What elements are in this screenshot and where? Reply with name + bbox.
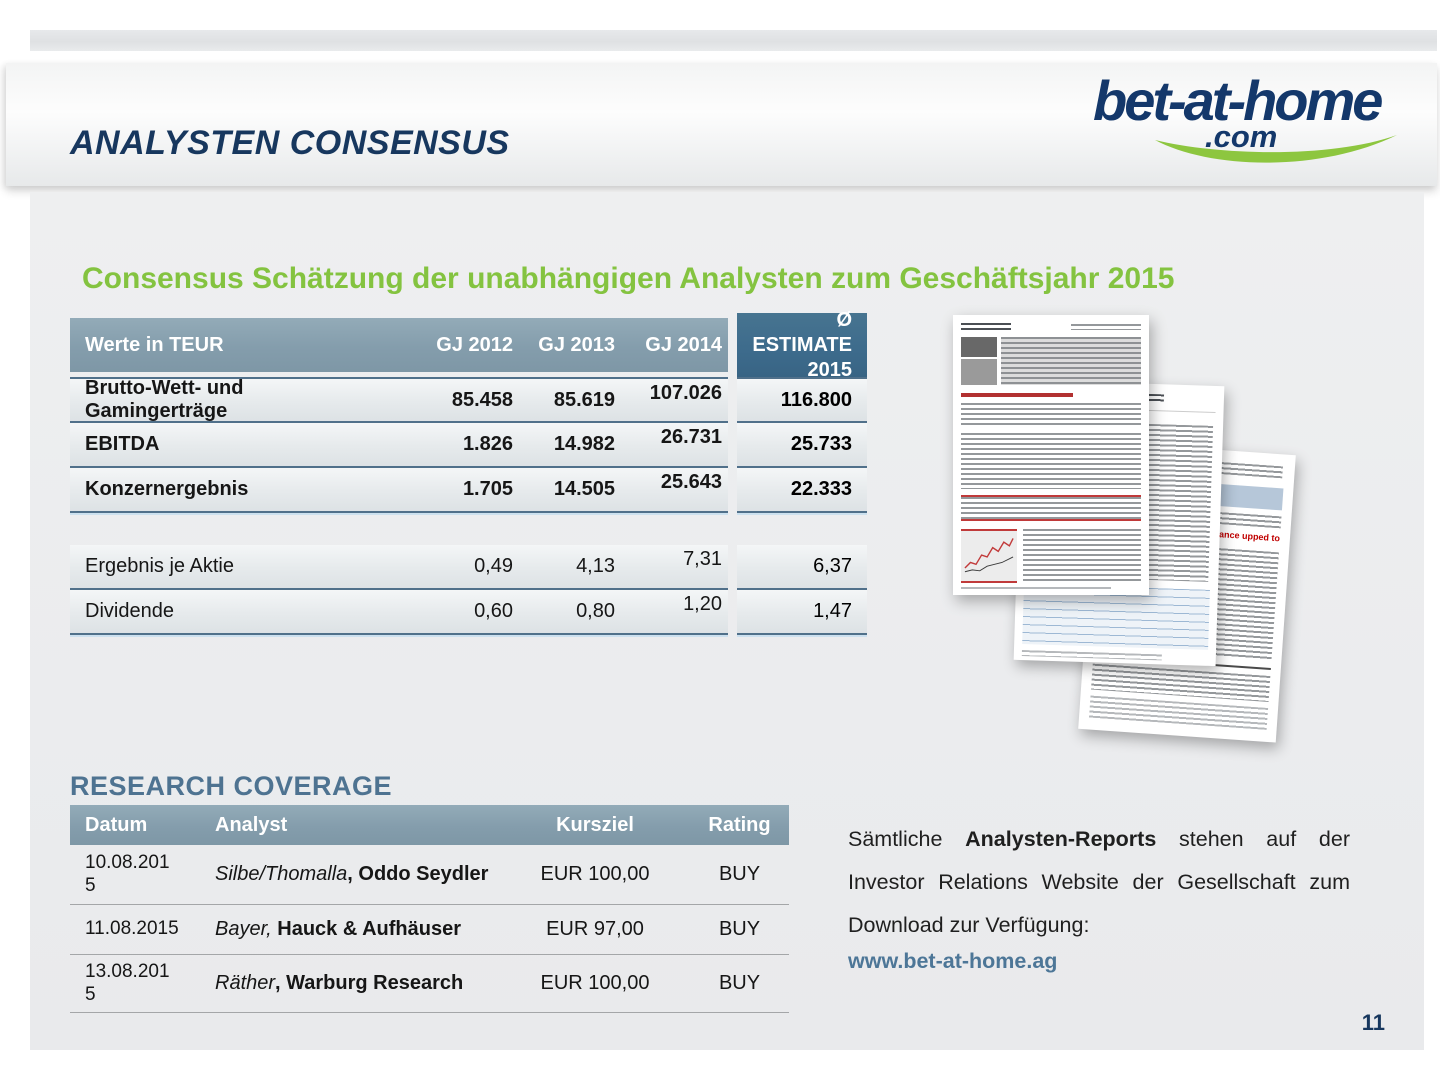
report-figures-table: [1023, 529, 1141, 583]
cell-kursziel: EUR 100,00: [540, 863, 650, 885]
cell-analyst: Bayer, Hauck & Aufhäuser: [215, 918, 462, 940]
report-red-heading: [961, 393, 1073, 397]
table-row: EBITDA 1.826 14.982 26.731 25.733: [70, 423, 867, 468]
cell-rating: BUY: [718, 918, 761, 940]
consensus-table: Werte in TEUR GJ 2012 GJ 2013 GJ 2014 Ø …: [70, 309, 867, 635]
cell-estimate: 22.333: [737, 468, 867, 513]
table-spacer-row: [70, 513, 867, 545]
cell-gj2014: 7,31: [683, 548, 722, 570]
cell-gj2013: 85.619: [553, 388, 615, 411]
logo-com-suffix: .com: [1205, 119, 1278, 154]
research-coverage-heading: RESEARCH COVERAGE: [70, 771, 393, 801]
cell-gj2013: 14.982: [553, 433, 615, 455]
report-thumbnail-front: [953, 315, 1149, 595]
report-rating-block: [961, 337, 997, 357]
table-row: Dividende 0,60 0,80 1,20 1,47: [70, 590, 867, 635]
report-title-lines: [961, 323, 1011, 331]
table-row: Konzernergebnis 1.705 14.505 25.643 22.3…: [70, 468, 867, 513]
cell-gj2014: 25.643: [660, 471, 722, 493]
row-label: Ergebnis je Aktie: [85, 555, 234, 577]
website-link[interactable]: www.bet-at-home.ag: [848, 949, 1058, 973]
consensus-heading: Consensus Schätzung der unabhängigen Ana…: [82, 261, 1175, 295]
cell-analyst: Räther, Warburg Research: [215, 972, 464, 994]
row-label: Konzernergebnis: [85, 478, 249, 500]
cell-gj2012: 1.826: [462, 433, 513, 455]
page-title: ANALYSTEN CONSENSUS: [70, 123, 510, 162]
cell-estimate: 25.733: [737, 423, 867, 468]
research-coverage-table: Datum Analyst Kursziel Rating 10.08.201 …: [70, 805, 789, 1013]
cell-date: 10.08.201 5: [85, 851, 170, 896]
table-row: Brutto-Wett- und Gamingerträge 85.458 85…: [70, 377, 867, 423]
header-band: [6, 63, 1437, 186]
top-strip: [30, 30, 1437, 51]
cell-kursziel: EUR 97,00: [546, 918, 644, 940]
cell-rating: BUY: [718, 863, 761, 885]
cell-kursziel: EUR 100,00: [540, 972, 650, 994]
cell-estimate: 1,47: [737, 590, 867, 635]
cell-gj2014: 26.731: [660, 426, 722, 448]
cell-gj2013: 14.505: [553, 478, 615, 500]
cell-gj2012: 0,49: [474, 555, 513, 577]
cell-estimate: 6,37: [737, 545, 867, 590]
page-number: 11: [1361, 1010, 1385, 1035]
col-header-kursziel: Kursziel: [556, 813, 634, 836]
col-header-gj2013: GJ 2013: [538, 333, 615, 356]
logo-wordmark: bet-at-home: [1093, 69, 1383, 132]
col-header-gj2014: GJ 2014: [645, 333, 722, 356]
cell-gj2014: 107.026: [649, 381, 722, 404]
cell-rating: BUY: [718, 972, 761, 994]
row-label: EBITDA: [85, 433, 160, 455]
bet-at-home-logo: bet-at-home .com: [1093, 73, 1423, 175]
cell-gj2012: 0,60: [474, 600, 513, 622]
col-header-datum: Datum: [85, 814, 148, 836]
analysten-reports-bold: Analysten-Reports: [965, 826, 1157, 851]
table-row: 11.08.2015 Bayer, Hauck & Aufhäuser EUR …: [70, 905, 789, 955]
report-keydata-block: [1001, 337, 1141, 385]
swoosh-icon: [1155, 135, 1397, 163]
col-header-rating: Rating: [708, 813, 771, 836]
col-header-estimate: Ø ESTIMATE 2015: [737, 309, 867, 381]
research-table-header: Datum Analyst Kursziel Rating: [70, 805, 789, 845]
cell-gj2013: 4,13: [576, 555, 615, 577]
column-gap: [728, 313, 737, 377]
cell-analyst: Silbe/Thomalla, Oddo Seydler: [215, 863, 489, 885]
col-header-analyst: Analyst: [215, 813, 288, 836]
report-logo-lines: [1071, 324, 1141, 330]
col-header-werte: Werte in TEUR: [85, 333, 224, 356]
cell-gj2014: 1,20: [683, 593, 722, 615]
cell-gj2012: 1.705: [462, 478, 513, 500]
cell-estimate: 116.800: [737, 377, 867, 423]
cell-gj2012: 85.458: [451, 388, 513, 411]
report-body-lines: [961, 433, 1141, 489]
row-label: Dividende: [85, 600, 174, 622]
col-header-gj2012: GJ 2012: [436, 333, 513, 356]
cell-gj2013: 0,80: [576, 600, 615, 622]
row-label: Brutto-Wett- und Gamingerträge: [85, 377, 244, 422]
table-row: Ergebnis je Aktie 0,49 4,13 7,31 6,37: [70, 545, 867, 590]
table-row: 10.08.201 5 Silbe/Thomalla, Oddo Seydler…: [70, 845, 789, 905]
mini-stock-chart: [961, 529, 1017, 583]
table-row: 13.08.201 5 Räther, Warburg Research EUR…: [70, 955, 789, 1013]
cell-date: 11.08.2015: [85, 918, 179, 940]
consensus-table-header: Werte in TEUR GJ 2012 GJ 2013 GJ 2014 Ø …: [70, 309, 867, 381]
side-note-text: Sämtliche Analysten-Reports stehen auf d…: [848, 826, 1351, 937]
cell-date: 13.08.201 5: [85, 960, 170, 1005]
